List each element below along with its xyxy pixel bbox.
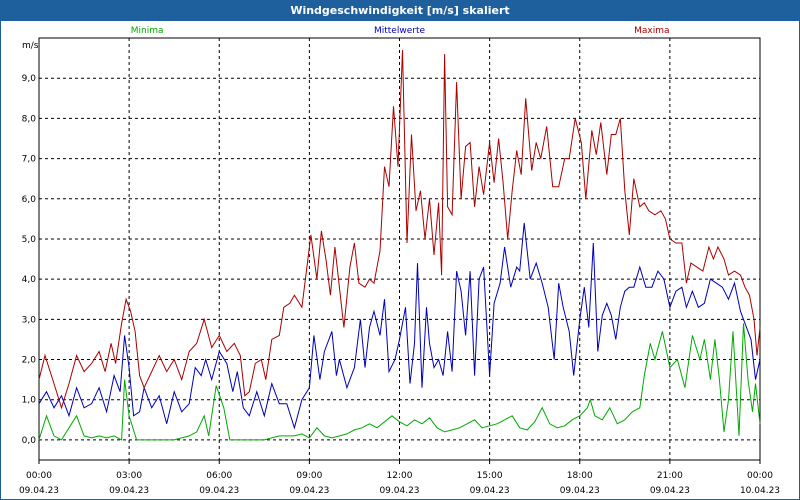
- y-tick-label: 4,0: [22, 275, 37, 285]
- series-lines: [38, 50, 761, 441]
- y-axis: 0,0 1,0 2,0 3,0 4,0 5,0 6,0 7,0 8,0 9,0: [22, 74, 37, 446]
- x-tick-time-label: 21:00: [657, 471, 683, 481]
- series-line-mittelwerte: [38, 222, 761, 430]
- y-tick-label: 2,0: [22, 356, 37, 366]
- x-axis: 00:00 09.04.23 03:00 09.04.23 06:00 09.04.23 0…: [19, 460, 780, 496]
- x-tick-time-label: 00:00: [26, 471, 52, 481]
- x-tick-date-label: 09.04.23: [560, 486, 600, 496]
- x-tick-time-label: 15:00: [477, 471, 503, 481]
- x-tick-time-label: 03:00: [116, 471, 142, 481]
- x-tick-date-label: 09.04.23: [19, 486, 59, 496]
- legend-item-maxima: Maxima: [634, 26, 669, 36]
- y-tick-label: 1,0: [22, 396, 37, 406]
- legend-item-minima: Minima: [131, 26, 164, 36]
- x-tick-date-label: 09.04.23: [289, 486, 329, 496]
- x-tick-time-label: 00:00: [747, 471, 773, 481]
- series-line-minima: [38, 323, 761, 441]
- y-tick-label: 7,0: [22, 155, 37, 165]
- x-tick-date-label: 09.04.23: [199, 486, 239, 496]
- legend-item-mittelwerte: Mittelwerte: [374, 26, 425, 36]
- y-tick-label: 6,0: [22, 195, 37, 205]
- x-tick-date-label: 09.04.23: [470, 486, 510, 496]
- y-tick-label: 9,0: [22, 74, 37, 84]
- y-tick-label: 8,0: [22, 114, 37, 124]
- x-tick-date-label: 09.04.23: [650, 486, 690, 496]
- y-tick-label: 0,0: [22, 436, 37, 446]
- x-tick-time-label: 12:00: [387, 471, 413, 481]
- y-tick-label: 3,0: [22, 315, 37, 325]
- chart-title: Windgeschwindigkeit [m/s] skaliert: [1, 1, 799, 21]
- legend: Minima Mittelwerte Maxima: [131, 26, 670, 36]
- x-tick-date-label: 09.04.23: [109, 486, 149, 496]
- y-axis-unit-label: m/s: [22, 41, 39, 51]
- x-tick-time-label: 09:00: [296, 471, 322, 481]
- x-tick-date-label: 09.04.23: [379, 486, 419, 496]
- y-tick-label: 5,0: [22, 235, 37, 245]
- series-line-maxima: [38, 50, 761, 410]
- x-tick-date-label: 10.04.23: [740, 486, 780, 496]
- x-tick-time-label: 06:00: [206, 471, 232, 481]
- x-tick-time-label: 18:00: [567, 471, 593, 481]
